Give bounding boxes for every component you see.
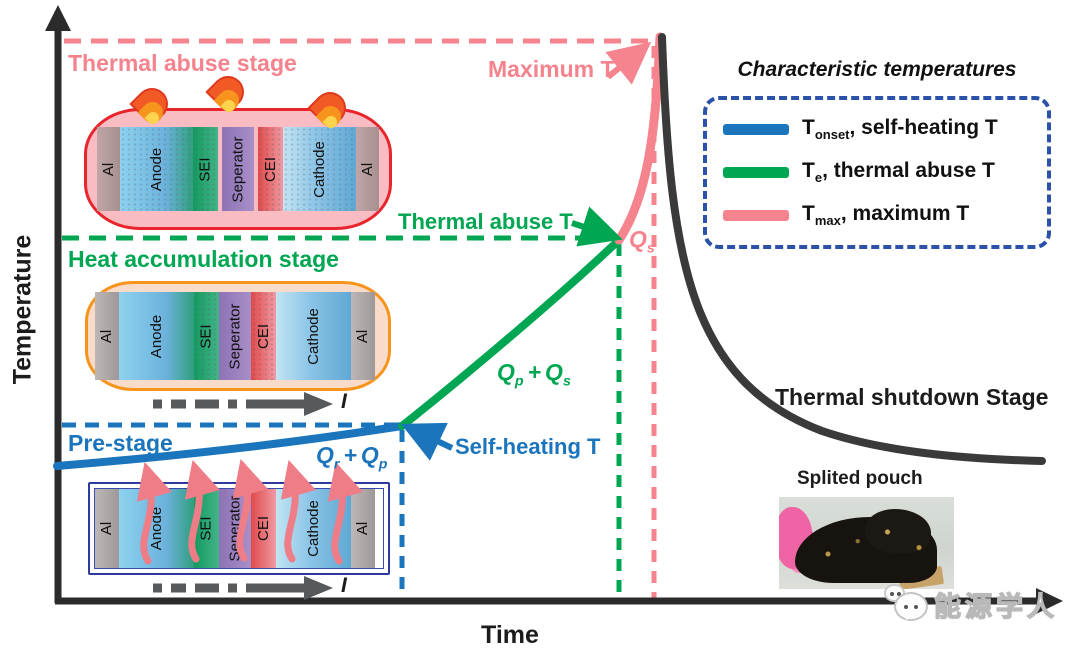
y-axis-label: Temperature [8, 234, 37, 385]
legend-item-tmax: Tmax, maximum T [723, 202, 1033, 229]
tmax-color-bar [723, 209, 789, 221]
pre-stage-label: Pre-stage [68, 430, 173, 456]
cathode-layer: Cathode [282, 127, 356, 211]
te-label: Te, thermal abuse T [802, 159, 995, 186]
self-heating-t-label: Self-heating T [455, 434, 601, 459]
legend-box: Tonset, self-heating T Te, thermal abuse… [703, 96, 1051, 249]
wechat-bubble-icon [882, 582, 934, 626]
tonset-label: Tonset, self-heating T [802, 116, 998, 143]
anode-layer: Anode [119, 292, 194, 380]
watermark: 能源学人 [882, 582, 1058, 626]
curve-thermal-shutdown [658, 33, 1046, 465]
y-axis-arrowhead [45, 5, 71, 31]
cell-stack: Al Anode SEI Seperator CEI Cathode Al [95, 292, 381, 380]
te-color-bar [723, 166, 789, 178]
legend-item-te: Te, thermal abuse T [723, 159, 1033, 185]
battery-heat-accumulation: Al Anode SEI Seperator CEI Cathode Al [85, 281, 391, 391]
curve-thermal-abuse [614, 32, 665, 245]
qr-qp-heat-label: Qr + Qp [316, 442, 388, 473]
splited-pouch-photo [779, 497, 954, 589]
al-layer: Al [355, 127, 380, 211]
current-arrow-pre-stage [153, 576, 333, 600]
sei-layer: SEI [194, 292, 219, 380]
curve-heat-accumulation [398, 236, 623, 430]
separator-layer: Seperator [221, 127, 254, 211]
current-symbol-accumulation: I [341, 390, 347, 413]
cathode-layer: Cathode [276, 292, 351, 380]
thermal-shutdown-stage-label: Thermal shutdown Stage [775, 384, 1049, 410]
thermal-abuse-t-arrow [571, 206, 623, 247]
heat-release-arrows [136, 458, 363, 565]
current-arrow-accumulation [153, 392, 333, 416]
cei-layer: CEI [251, 292, 276, 380]
thermal-abuse-t-label: Thermal abuse T [398, 209, 573, 234]
curve-pre-stage [53, 422, 406, 470]
legend: Characteristic temperatures Tonset, self… [703, 58, 1051, 249]
thermal-abuse-stage-label: Thermal abuse stage [68, 50, 297, 76]
pouch-glints [779, 497, 954, 589]
al-layer: Al [97, 127, 121, 211]
al-layer: Al [351, 292, 375, 380]
tmax-label: Tmax, maximum T [802, 202, 970, 229]
cei-layer: CEI [251, 489, 276, 568]
cei-layer: CEI [257, 127, 283, 211]
maximum-t-arrow [605, 41, 652, 85]
anode-layer: Anode [120, 127, 194, 211]
al-layer: Al [95, 489, 119, 568]
heat-accumulation-stage-label: Heat accumulation stage [68, 246, 339, 272]
separator-layer: Seperator [219, 292, 251, 380]
qp-qs-heat-label: Qp + Qs [497, 359, 571, 390]
maximum-t-label: Maximum T [488, 56, 615, 82]
anode-layer: Anode [119, 489, 194, 568]
self-heating-t-arrow [400, 422, 454, 461]
legend-item-tonset: Tonset, self-heating T [723, 116, 1033, 142]
watermark-text: 能源学人 [933, 591, 1058, 622]
x-axis-label: Time [481, 621, 539, 649]
splited-pouch-label: Splited pouch [797, 468, 923, 489]
al-layer: Al [95, 292, 119, 380]
al-layer: Al [351, 489, 375, 568]
legend-title: Characteristic temperatures [737, 58, 1017, 81]
x-axis-arrowhead [1036, 588, 1063, 614]
current-symbol-pre-stage: I [341, 574, 347, 597]
qs-heat-label: Qs [629, 226, 655, 257]
tonset-color-bar [723, 123, 789, 135]
battery-thermal-abuse: Al Anode SEI Seperator CEI Cathode Al [84, 69, 392, 230]
sei-layer: SEI [193, 127, 219, 211]
cell-stack: Al Anode SEI Seperator CEI Cathode Al [97, 127, 380, 211]
